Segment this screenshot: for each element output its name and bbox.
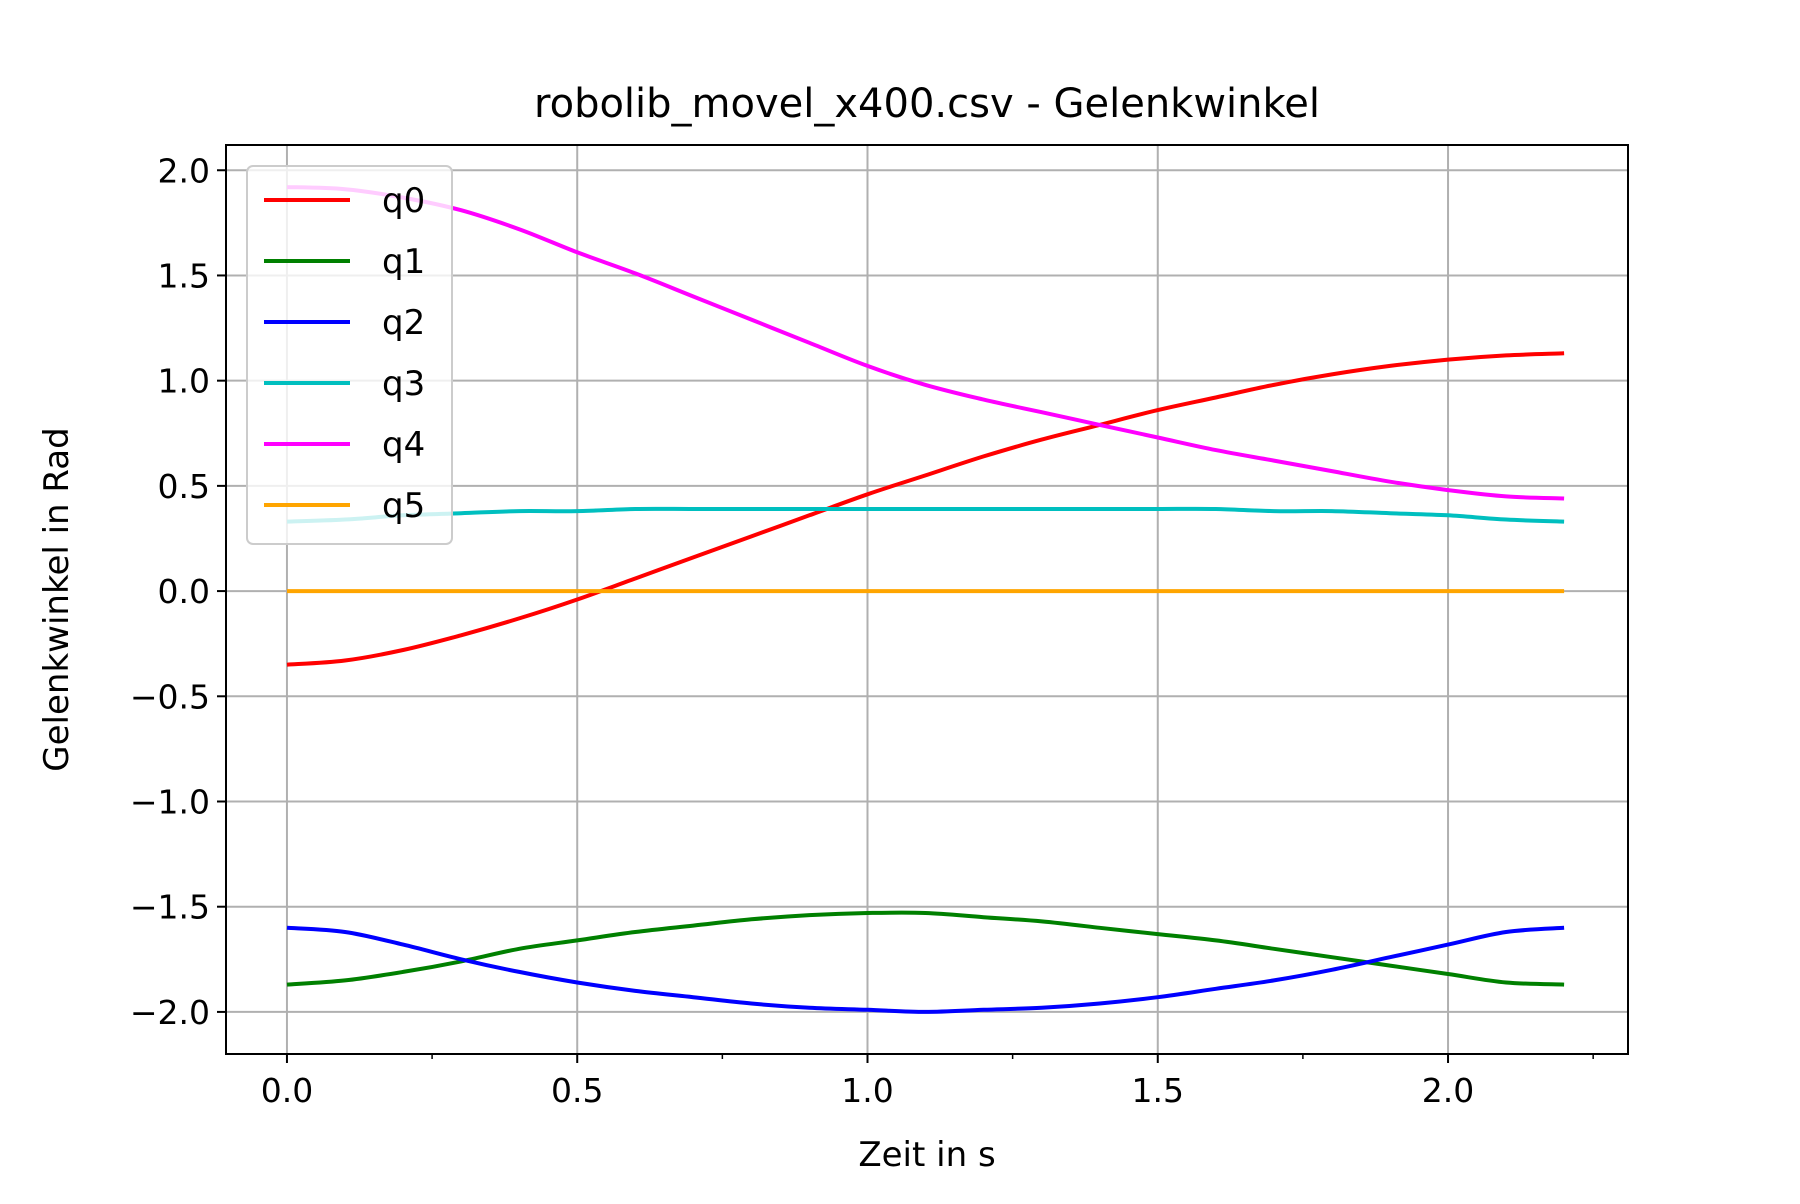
y-tick-label: −0.5 <box>130 677 210 716</box>
x-tick-label: 1.0 <box>841 1071 893 1110</box>
series-line-q1 <box>286 910 1565 987</box>
legend-label-q1: q1 <box>382 242 425 282</box>
legend-label-q0: q0 <box>382 181 425 221</box>
y-axis-label: Gelenkwinkel in Rad <box>37 427 77 771</box>
legend-label-q2: q2 <box>382 303 425 343</box>
series-line-q3 <box>286 506 1565 524</box>
y-tick-label: 0.0 <box>158 572 210 611</box>
x-tick-label: 0.5 <box>551 1071 603 1110</box>
legend: q0 q1 q2 q3 q4 q5 <box>246 165 453 545</box>
x-tick-label: 0.0 <box>261 1071 313 1110</box>
series-line-q4 <box>286 185 1565 501</box>
y-tick-label: 1.0 <box>158 362 210 401</box>
x-tick-label: 2.0 <box>1422 1071 1474 1110</box>
y-tick-label: −2.0 <box>130 993 210 1032</box>
axis-ticks: 0.0 0.5 1.0 1.5 2.0 2.0 1.5 1.0 0.5 0.0 −0.5 −1.0 −1… <box>130 151 1594 1110</box>
x-axis-label: Zeit in s <box>858 1135 995 1175</box>
x-tick-label: 1.5 <box>1132 1071 1184 1110</box>
y-tick-label: −1.5 <box>130 888 210 927</box>
series-lines <box>286 185 1565 1014</box>
y-tick-label: −1.0 <box>130 783 210 822</box>
legend-label-q4: q4 <box>382 425 425 465</box>
plot-area-frame <box>225 144 1629 1055</box>
series-line-q0 <box>286 351 1565 667</box>
legend-label-q3: q3 <box>382 364 425 404</box>
legend-label-q5: q5 <box>382 486 425 526</box>
series-line-q2 <box>286 925 1565 1014</box>
y-tick-label: 2.0 <box>158 151 210 190</box>
chart-title: robolib_movel_x400.csv - Gelenkwinkel <box>534 81 1320 127</box>
y-tick-label: 0.5 <box>158 467 210 506</box>
y-tick-label: 1.5 <box>158 256 210 295</box>
